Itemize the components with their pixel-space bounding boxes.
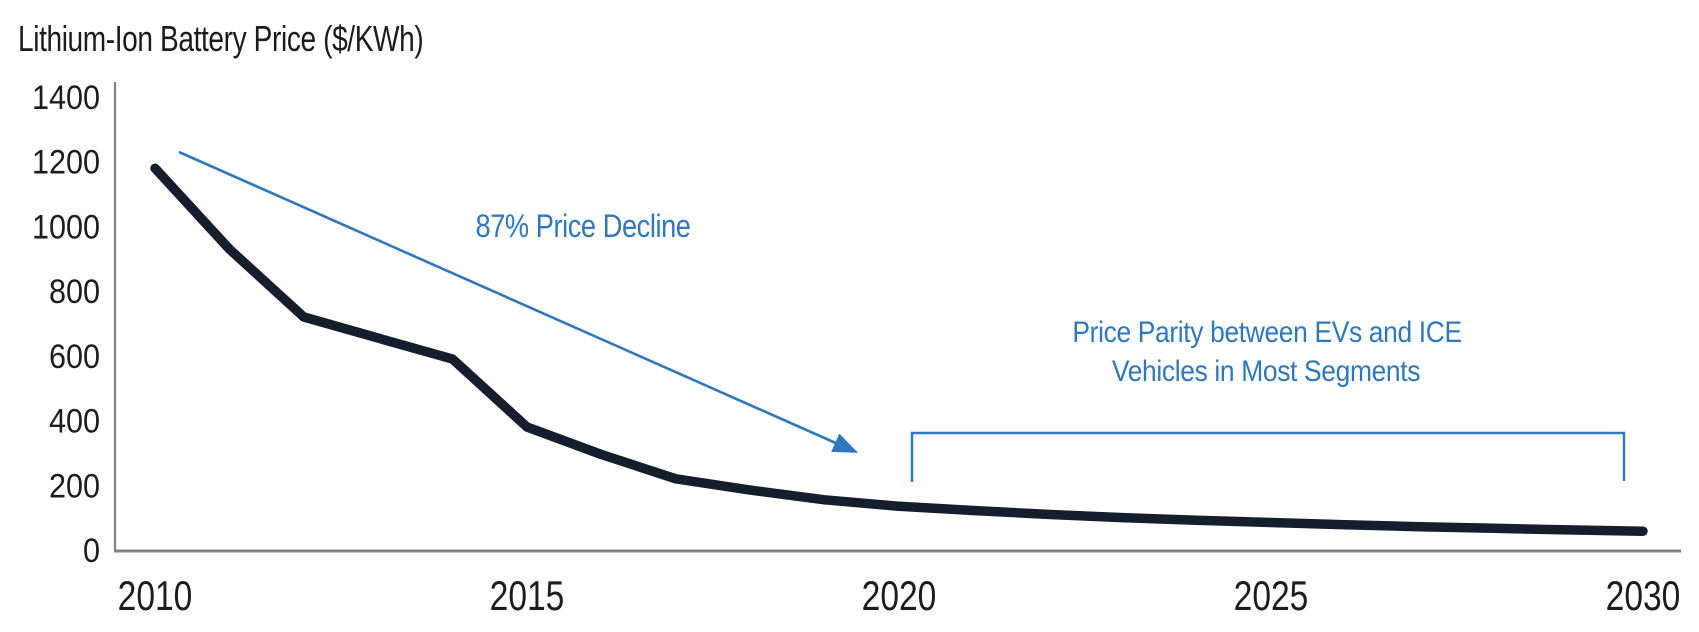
annotation-price-parity: Price Parity between EVs and ICE Vehicle… xyxy=(1072,313,1462,391)
decline-arrowhead-icon xyxy=(831,433,859,453)
x-tick-label: 2030 xyxy=(1606,574,1681,620)
y-tick-label: 600 xyxy=(49,337,100,375)
annotation-price-parity-line1: Price Parity between EVs and ICE xyxy=(1072,316,1462,349)
y-tick-label: 200 xyxy=(49,467,100,505)
y-tick-label: 0 xyxy=(83,532,100,570)
price-curve xyxy=(150,163,1648,536)
x-tick-label: 2025 xyxy=(1234,574,1309,620)
y-tick-label: 1000 xyxy=(32,208,100,246)
parity-bracket xyxy=(910,431,1626,482)
y-tick-label: 800 xyxy=(49,273,100,311)
x-tick-label: 2020 xyxy=(862,574,937,620)
y-tick-label: 1400 xyxy=(32,79,100,117)
chart-title: Lithium-Ion Battery Price ($/KWh) xyxy=(18,18,424,59)
annotation-price-decline: 87% Price Decline xyxy=(475,208,691,244)
decline-arrow-shaft xyxy=(178,150,839,446)
x-tick-label: 2015 xyxy=(490,574,565,620)
x-tick-label: 2010 xyxy=(118,574,193,620)
y-tick-label: 400 xyxy=(49,402,100,440)
y-tick-label: 1200 xyxy=(32,143,100,181)
annotation-price-parity-line2: Vehicles in Most Segments xyxy=(1111,355,1421,388)
